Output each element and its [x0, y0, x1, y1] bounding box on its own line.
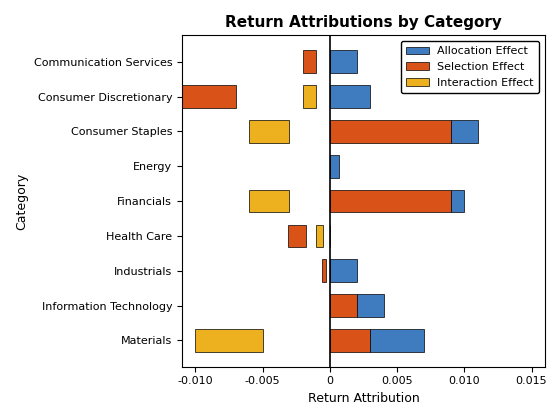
Bar: [330, 120, 451, 143]
Title: Return Attributions by Category: Return Attributions by Category: [225, 15, 502, 30]
Bar: [330, 190, 451, 213]
Bar: [330, 329, 370, 352]
Bar: [249, 190, 290, 213]
Bar: [195, 329, 263, 352]
Bar: [316, 225, 323, 247]
Legend: Allocation Effect, Selection Effect, Interaction Effect: Allocation Effect, Selection Effect, Int…: [401, 41, 539, 93]
Bar: [330, 294, 357, 317]
Y-axis label: Category: Category: [15, 172, 28, 230]
Bar: [303, 85, 316, 108]
Bar: [330, 85, 370, 108]
X-axis label: Return Attribution: Return Attribution: [307, 392, 419, 405]
Bar: [370, 329, 424, 352]
Bar: [155, 85, 236, 108]
Bar: [330, 155, 339, 178]
Bar: [451, 190, 464, 213]
Bar: [330, 260, 357, 282]
Bar: [330, 50, 357, 73]
Bar: [249, 120, 290, 143]
Bar: [322, 260, 326, 282]
Bar: [288, 225, 306, 247]
Bar: [303, 50, 316, 73]
Bar: [451, 120, 478, 143]
Bar: [357, 294, 384, 317]
